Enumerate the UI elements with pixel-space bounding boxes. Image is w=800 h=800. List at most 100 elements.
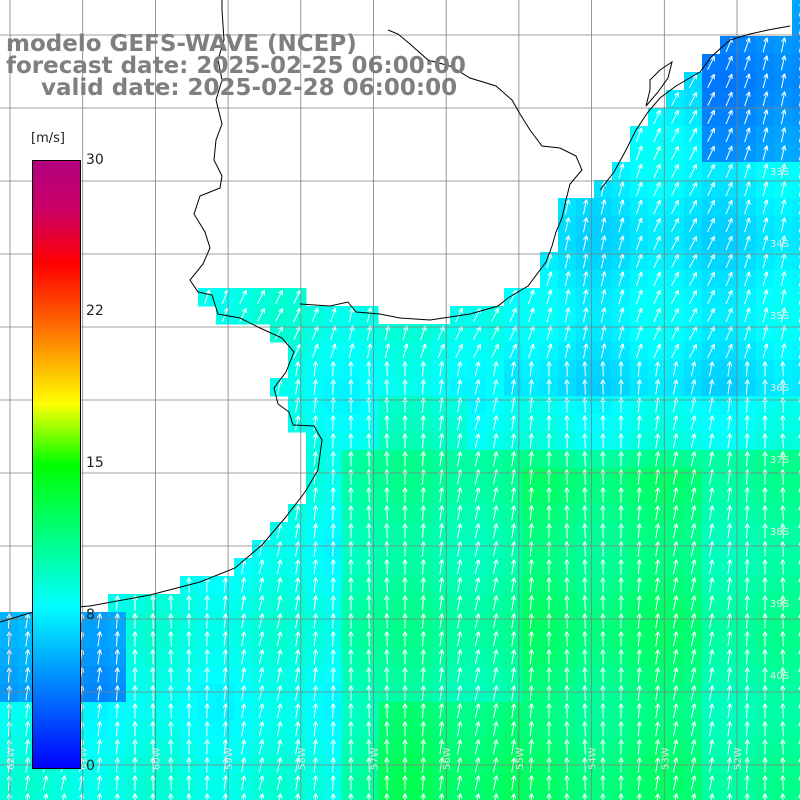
wind-arrow bbox=[690, 379, 697, 395]
wind-arrow bbox=[780, 91, 787, 107]
wind-arrow bbox=[636, 541, 642, 557]
wind-arrow bbox=[654, 559, 661, 575]
wind-arrow bbox=[744, 217, 751, 233]
wind-arrow bbox=[600, 271, 607, 287]
wind-arrow bbox=[780, 127, 787, 143]
wind-arrow bbox=[564, 271, 571, 287]
wind-arrow bbox=[762, 415, 768, 431]
wind-arrow bbox=[709, 721, 715, 737]
wind-arrow bbox=[330, 631, 336, 647]
wind-arrow bbox=[384, 721, 390, 737]
wind-arrow bbox=[186, 595, 192, 611]
wind-arrow bbox=[762, 703, 768, 719]
wind-arrow bbox=[384, 379, 390, 395]
wind-arrow bbox=[671, 127, 679, 142]
wind-arrow bbox=[690, 649, 697, 665]
wind-arrow bbox=[707, 253, 715, 268]
wind-arrow bbox=[168, 703, 174, 719]
wind-arrow bbox=[384, 343, 391, 359]
wind-arrow bbox=[312, 631, 318, 647]
wind-arrow bbox=[528, 559, 534, 575]
wind-arrow bbox=[510, 433, 517, 449]
wind-arrow bbox=[457, 613, 463, 629]
wind-arrow bbox=[275, 289, 283, 304]
wind-arrow bbox=[258, 703, 265, 719]
wind-arrow bbox=[709, 793, 715, 800]
wind-arrow bbox=[709, 577, 715, 593]
wind-arrow bbox=[420, 541, 426, 557]
wind-arrow bbox=[618, 577, 624, 593]
wind-arrow bbox=[635, 217, 643, 233]
wind-arrow bbox=[654, 631, 661, 647]
latitude-label: 36S bbox=[770, 383, 789, 394]
wind-arrow bbox=[204, 667, 210, 683]
wind-arrow bbox=[150, 703, 156, 719]
wind-arrow bbox=[653, 199, 661, 215]
wind-arrow bbox=[600, 379, 606, 395]
wind-arrow bbox=[744, 343, 751, 359]
wind-arrow bbox=[546, 595, 552, 611]
wind-arrow bbox=[366, 505, 372, 521]
wind-arrow bbox=[780, 73, 787, 89]
wind-arrow bbox=[744, 739, 750, 755]
wind-arrow bbox=[492, 685, 499, 701]
wind-arrow bbox=[492, 433, 499, 449]
wind-arrow bbox=[654, 667, 661, 683]
wind-arrow bbox=[222, 667, 228, 683]
wind-arrow bbox=[420, 613, 426, 629]
wind-arrow bbox=[725, 145, 733, 161]
wind-arrow bbox=[528, 541, 534, 557]
wind-arrow bbox=[96, 703, 103, 719]
wind-arrow bbox=[528, 667, 534, 683]
wind-arrow bbox=[312, 379, 318, 395]
wind-arrow bbox=[258, 613, 265, 629]
wind-arrow bbox=[312, 451, 318, 467]
wind-arrow bbox=[672, 415, 679, 431]
wind-arrow bbox=[457, 433, 463, 449]
wind-arrow bbox=[240, 613, 247, 629]
wind-arrow bbox=[204, 775, 210, 791]
wind-arrow bbox=[689, 181, 698, 196]
wind-arrow bbox=[240, 739, 247, 755]
wind-arrow bbox=[132, 685, 138, 701]
wind-arrow bbox=[348, 685, 354, 701]
wind-arrow bbox=[366, 649, 372, 665]
wind-arrow bbox=[654, 649, 661, 665]
wind-arrow bbox=[455, 307, 463, 322]
wind-arrow bbox=[744, 361, 750, 377]
wind-arrow bbox=[528, 685, 534, 701]
wind-arrow bbox=[528, 649, 534, 665]
wind-arrow bbox=[438, 577, 445, 593]
longitude-label: 52W bbox=[733, 747, 744, 770]
wind-arrow bbox=[528, 415, 534, 431]
wind-arrow bbox=[528, 361, 534, 377]
colorbar-tick-15: 15 bbox=[86, 455, 104, 471]
wind-arrow bbox=[744, 55, 751, 71]
wind-arrow bbox=[762, 55, 769, 71]
wind-arrow bbox=[312, 739, 318, 755]
wind-arrow bbox=[222, 721, 228, 737]
wind-arrow bbox=[744, 73, 751, 89]
wind-arrow bbox=[744, 685, 750, 701]
wind-arrow bbox=[475, 793, 481, 800]
wind-arrow bbox=[384, 595, 390, 611]
wind-arrow bbox=[709, 523, 715, 539]
wind-arrow bbox=[636, 685, 642, 701]
wind-arrow bbox=[600, 343, 607, 359]
wind-arrow bbox=[492, 379, 499, 395]
wind-arrow bbox=[780, 217, 787, 233]
wind-arrow bbox=[726, 631, 733, 647]
wind-arrow bbox=[653, 307, 661, 323]
wind-arrow bbox=[295, 379, 301, 395]
wind-arrow bbox=[295, 721, 301, 737]
wind-arrow bbox=[582, 541, 588, 557]
wind-arrow bbox=[402, 613, 408, 629]
colorbar-unit: [m/s] bbox=[31, 131, 65, 146]
wind-arrow bbox=[600, 775, 606, 791]
wind-arrow bbox=[474, 721, 481, 737]
wind-arrow bbox=[457, 739, 463, 755]
wind-arrow bbox=[457, 649, 463, 665]
wind-arrow bbox=[276, 739, 283, 755]
wind-arrow bbox=[510, 739, 517, 755]
wind-arrow bbox=[725, 199, 733, 215]
